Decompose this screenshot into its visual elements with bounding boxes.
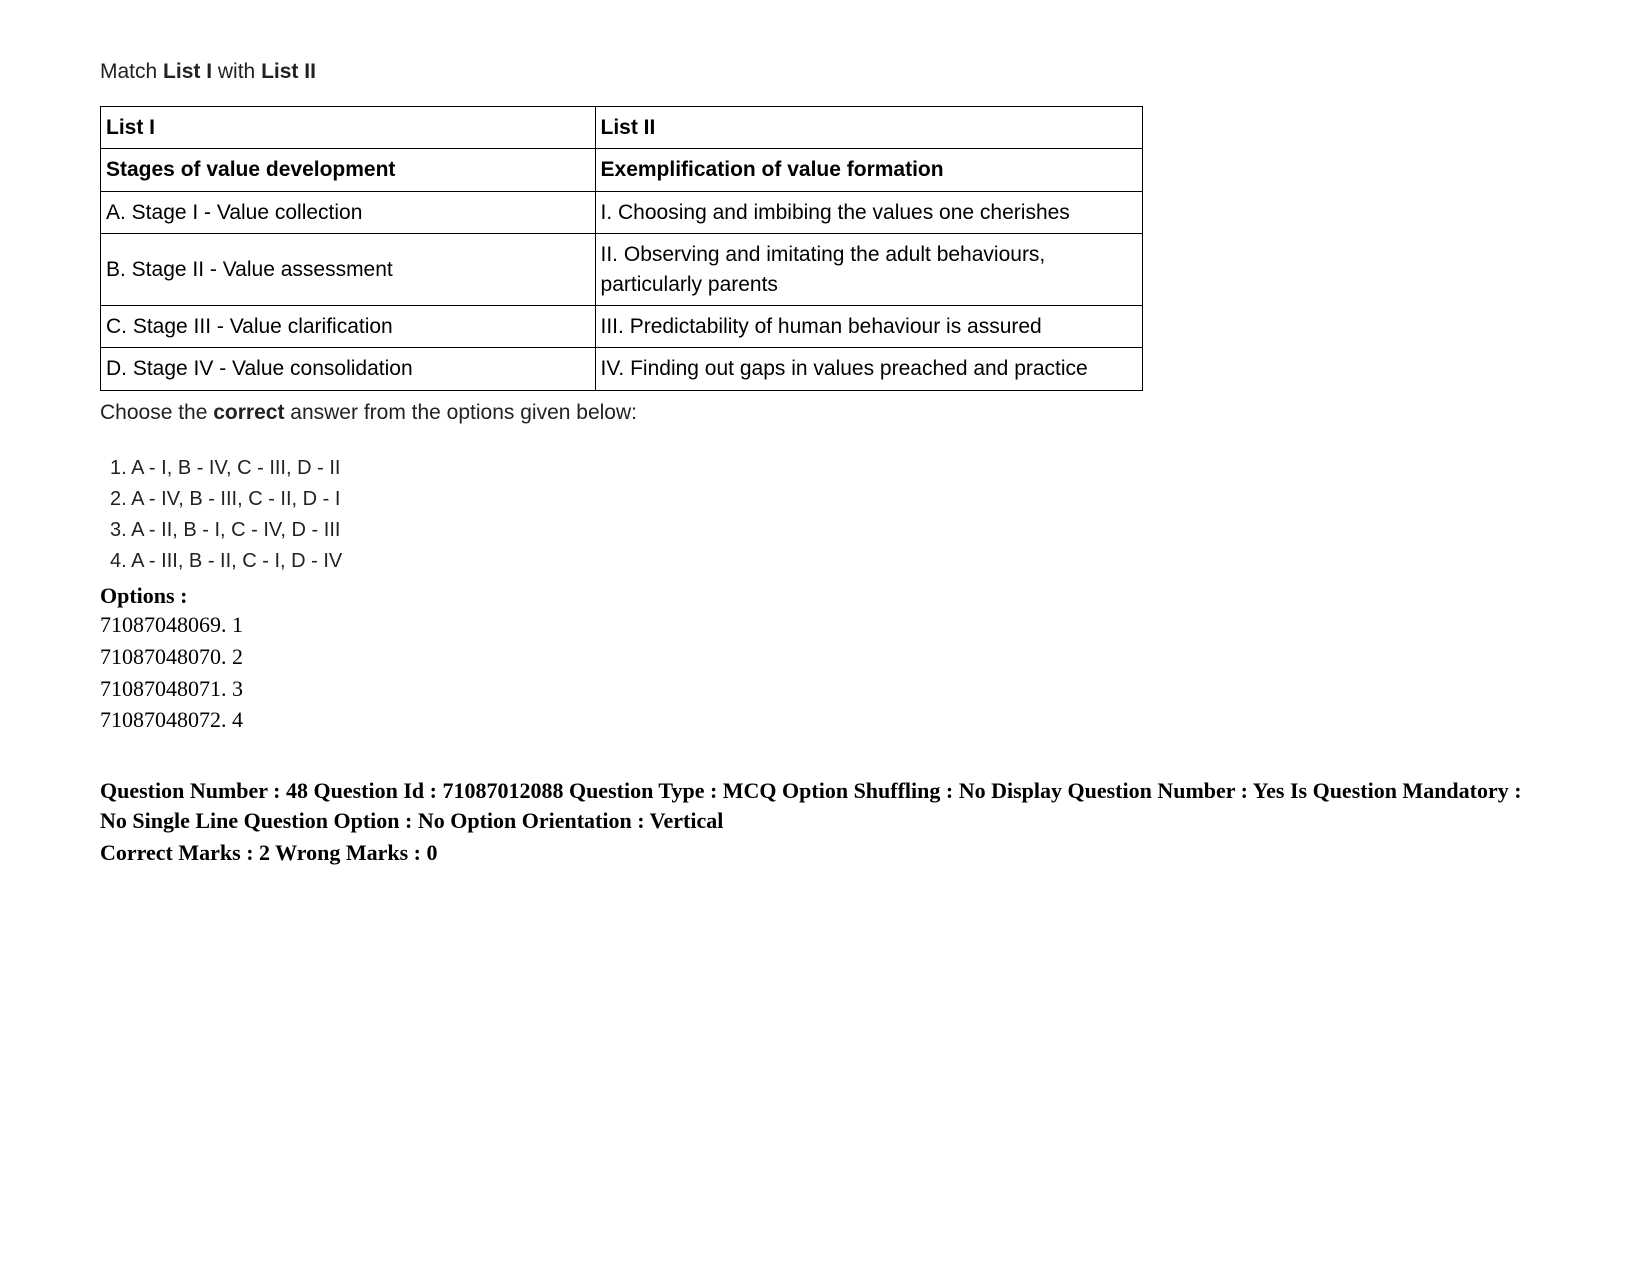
- answer-choices: 1. A - I, B - IV, C - III, D - II 2. A -…: [100, 453, 1550, 577]
- cell-left: D. Stage IV - Value consolidation: [101, 348, 596, 390]
- answer-item: 1. A - I, B - IV, C - III, D - II: [110, 453, 1550, 484]
- post-table-instruction: Choose the correct answer from the optio…: [100, 401, 1550, 425]
- match-instruction: Match List I with List II: [100, 60, 1550, 84]
- table-row: A. Stage I - Value collection I. Choosin…: [101, 191, 1143, 233]
- instruction-middle: with: [212, 60, 261, 83]
- table-subheader-row: Stages of value development Exemplificat…: [101, 149, 1143, 191]
- header-left: List I: [101, 107, 596, 149]
- answer-item: 3. A - II, B - I, C - IV, D - III: [110, 515, 1550, 546]
- marks-line: Correct Marks : 2 Wrong Marks : 0: [100, 840, 1550, 866]
- option-item: 71087048070. 2: [100, 641, 1550, 673]
- instruction-list1: List I: [163, 60, 212, 83]
- instruction-list2: List II: [261, 60, 316, 83]
- answer-item: 4. A - III, B - II, C - I, D - IV: [110, 546, 1550, 577]
- cell-right: IV. Finding out gaps in values preached …: [595, 348, 1142, 390]
- cell-right: I. Choosing and imbibing the values one …: [595, 191, 1142, 233]
- answer-item: 2. A - IV, B - III, C - II, D - I: [110, 484, 1550, 515]
- question-metadata: Question Number : 48 Question Id : 71087…: [100, 776, 1550, 835]
- subheader-left: Stages of value development: [101, 149, 596, 191]
- cell-left: B. Stage II - Value assessment: [101, 234, 596, 306]
- post-prefix: Choose the: [100, 401, 213, 424]
- options-heading: Options :: [100, 583, 1550, 609]
- post-bold: correct: [213, 401, 284, 424]
- subheader-right: Exemplification of value formation: [595, 149, 1142, 191]
- cell-left: C. Stage III - Value clarification: [101, 305, 596, 347]
- options-list: 71087048069. 1 71087048070. 2 7108704807…: [100, 609, 1550, 737]
- table-row: D. Stage IV - Value consolidation IV. Fi…: [101, 348, 1143, 390]
- match-table: List I List II Stages of value developme…: [100, 106, 1143, 391]
- table-row: C. Stage III - Value clarification III. …: [101, 305, 1143, 347]
- option-item: 71087048072. 4: [100, 704, 1550, 736]
- header-right: List II: [595, 107, 1142, 149]
- option-item: 71087048071. 3: [100, 673, 1550, 705]
- cell-right: II. Observing and imitating the adult be…: [595, 234, 1142, 306]
- table-row: B. Stage II - Value assessment II. Obser…: [101, 234, 1143, 306]
- table-header-row: List I List II: [101, 107, 1143, 149]
- cell-left: A. Stage I - Value collection: [101, 191, 596, 233]
- instruction-prefix: Match: [100, 60, 163, 83]
- cell-right: III. Predictability of human behaviour i…: [595, 305, 1142, 347]
- post-suffix: answer from the options given below:: [284, 401, 637, 424]
- option-item: 71087048069. 1: [100, 609, 1550, 641]
